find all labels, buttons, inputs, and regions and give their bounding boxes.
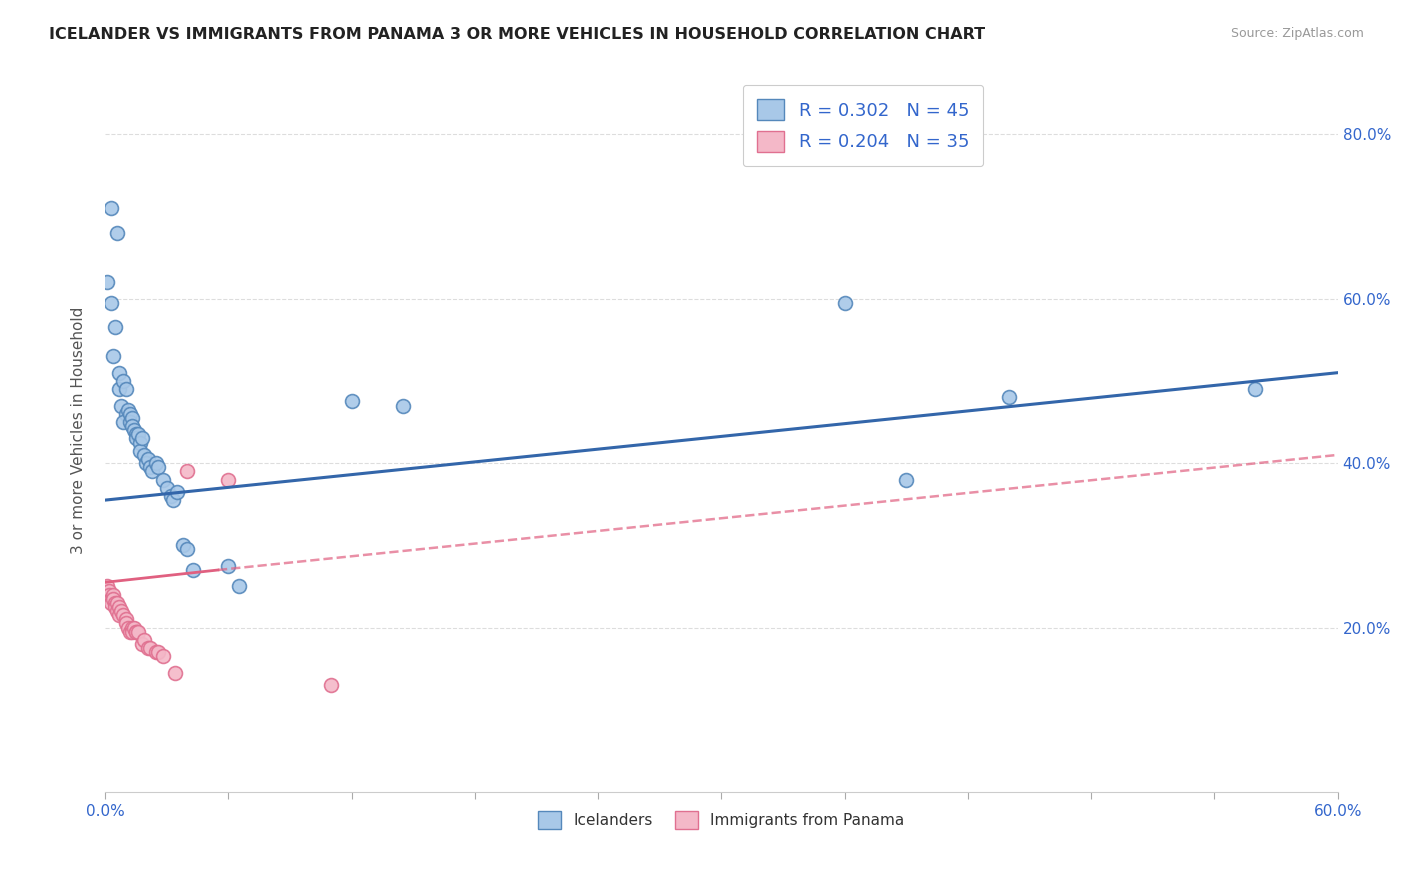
- Point: [104, 596, 127, 610]
- Point: [114, 407, 136, 421]
- Point: [112, 415, 135, 429]
- Point: [100, 596, 122, 610]
- Point: [125, 624, 148, 639]
- Point: [172, 538, 194, 552]
- Point: [108, 608, 131, 623]
- Point: [162, 493, 184, 508]
- Point: [998, 390, 1021, 404]
- Point: [122, 621, 145, 635]
- Point: [156, 481, 179, 495]
- Point: [125, 432, 148, 446]
- Point: [103, 588, 125, 602]
- Point: [127, 624, 149, 639]
- Point: [139, 641, 162, 656]
- Point: [131, 637, 153, 651]
- Point: [129, 435, 152, 450]
- Point: [145, 645, 167, 659]
- Point: [105, 226, 128, 240]
- Point: [121, 621, 143, 635]
- Point: [103, 349, 125, 363]
- Point: [148, 460, 170, 475]
- Point: [127, 427, 149, 442]
- Point: [121, 411, 143, 425]
- Point: [129, 443, 152, 458]
- Point: [159, 489, 181, 503]
- Point: [96, 275, 118, 289]
- Point: [152, 649, 174, 664]
- Point: [118, 624, 141, 639]
- Point: [96, 579, 118, 593]
- Point: [152, 473, 174, 487]
- Text: Source: ZipAtlas.com: Source: ZipAtlas.com: [1230, 27, 1364, 40]
- Point: [136, 641, 159, 656]
- Point: [139, 460, 162, 475]
- Point: [112, 374, 135, 388]
- Point: [118, 407, 141, 421]
- Point: [104, 320, 127, 334]
- Point: [132, 632, 155, 647]
- Point: [163, 665, 186, 680]
- Point: [112, 608, 135, 623]
- Point: [117, 402, 139, 417]
- Point: [392, 399, 415, 413]
- Point: [228, 579, 250, 593]
- Point: [110, 399, 132, 413]
- Point: [141, 464, 163, 478]
- Point: [100, 295, 122, 310]
- Point: [114, 382, 136, 396]
- Point: [217, 473, 239, 487]
- Point: [834, 295, 856, 310]
- Point: [108, 366, 131, 380]
- Point: [98, 583, 121, 598]
- Point: [176, 542, 198, 557]
- Y-axis label: 3 or more Vehicles in Household: 3 or more Vehicles in Household: [72, 307, 86, 554]
- Point: [131, 432, 153, 446]
- Point: [132, 448, 155, 462]
- Point: [125, 624, 148, 639]
- Point: [114, 612, 136, 626]
- Point: [100, 591, 122, 606]
- Point: [319, 678, 342, 692]
- Point: [105, 596, 128, 610]
- Point: [104, 599, 127, 614]
- Point: [105, 604, 128, 618]
- Point: [100, 201, 122, 215]
- Point: [122, 423, 145, 437]
- Point: [117, 621, 139, 635]
- Point: [340, 394, 363, 409]
- Point: [121, 419, 143, 434]
- Legend: Icelanders, Immigrants from Panama: Icelanders, Immigrants from Panama: [531, 805, 911, 835]
- Point: [183, 563, 205, 577]
- Point: [1244, 382, 1267, 396]
- Point: [108, 382, 131, 396]
- Point: [108, 599, 131, 614]
- Point: [110, 604, 132, 618]
- Text: ICELANDER VS IMMIGRANTS FROM PANAMA 3 OR MORE VEHICLES IN HOUSEHOLD CORRELATION : ICELANDER VS IMMIGRANTS FROM PANAMA 3 OR…: [49, 27, 986, 42]
- Point: [896, 473, 918, 487]
- Point: [125, 427, 148, 442]
- Point: [148, 645, 170, 659]
- Point: [176, 464, 198, 478]
- Point: [121, 624, 143, 639]
- Point: [98, 588, 121, 602]
- Point: [135, 456, 157, 470]
- Point: [145, 456, 167, 470]
- Point: [118, 415, 141, 429]
- Point: [103, 591, 125, 606]
- Point: [217, 558, 239, 573]
- Point: [136, 452, 159, 467]
- Point: [166, 484, 188, 499]
- Point: [114, 616, 136, 631]
